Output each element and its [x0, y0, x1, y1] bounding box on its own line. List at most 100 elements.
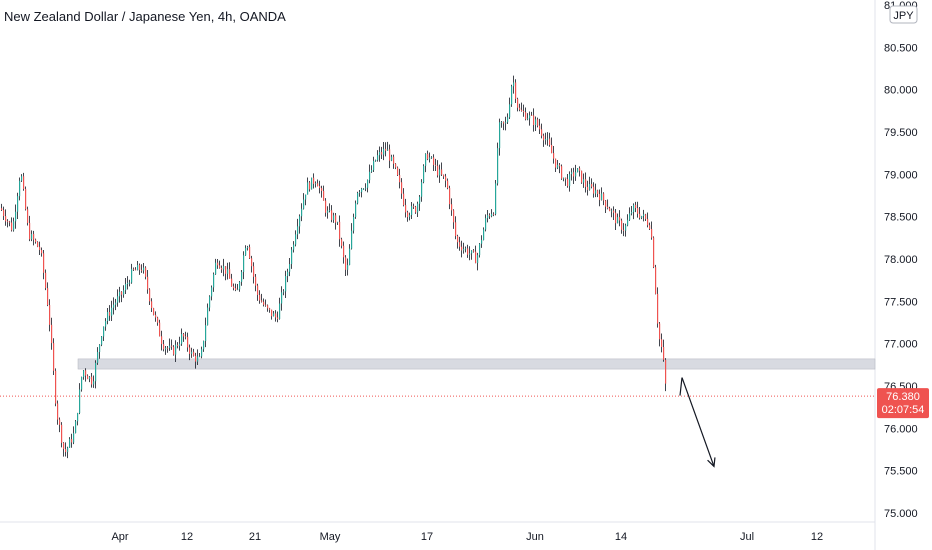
- candle-down: [319, 186, 321, 189]
- candle-down: [1, 208, 3, 211]
- candle-up: [545, 138, 547, 141]
- candle-up: [83, 370, 85, 378]
- candle-up: [119, 291, 121, 297]
- candle-down: [45, 272, 47, 289]
- projection-arrow[interactable]: [679, 377, 716, 468]
- price-axis-panel[interactable]: [875, 0, 932, 550]
- time-tick-label: May: [320, 531, 341, 543]
- candle-up: [215, 262, 217, 275]
- candle-down: [147, 276, 149, 290]
- candle-up: [303, 199, 305, 209]
- currency-badge[interactable]: [889, 5, 918, 24]
- candle-down: [135, 269, 137, 271]
- candle-down: [65, 449, 67, 453]
- support-zone[interactable]: [77, 358, 876, 370]
- candle-up: [333, 215, 335, 220]
- price-tick-label: 80.500: [884, 42, 918, 54]
- candle-down: [229, 269, 231, 279]
- candle-down: [659, 323, 661, 340]
- candle-up: [13, 221, 15, 231]
- candle-up: [209, 296, 211, 308]
- candle-down: [385, 148, 387, 151]
- candle-up: [123, 290, 125, 295]
- price-tick-label: 76.000: [884, 423, 918, 435]
- candle-up: [417, 203, 419, 213]
- candle-up: [311, 177, 313, 190]
- candle-down: [139, 264, 141, 270]
- candle-up: [113, 304, 115, 308]
- candle-up: [499, 122, 501, 149]
- time-tick-label: 14: [615, 531, 627, 543]
- candle-down: [663, 346, 665, 360]
- candle-down: [323, 190, 325, 201]
- candle-down: [271, 309, 273, 317]
- candle-down: [597, 190, 599, 194]
- candle-down: [553, 153, 555, 159]
- candle-down: [399, 175, 401, 183]
- candle-down: [573, 172, 575, 177]
- candle-down: [235, 288, 237, 290]
- candle-down: [171, 345, 173, 347]
- candle-down: [587, 186, 589, 190]
- candle-up: [351, 230, 353, 249]
- candle-up: [107, 312, 109, 321]
- candle-down: [87, 375, 89, 380]
- candle-down: [549, 138, 551, 145]
- candle-up: [181, 333, 183, 344]
- candle-up: [577, 168, 579, 173]
- candle-up: [127, 282, 129, 284]
- candle-down: [29, 222, 31, 240]
- candle-up: [81, 377, 83, 390]
- candle-up: [19, 180, 21, 197]
- projection-arrow-line[interactable]: [681, 377, 715, 467]
- candle-down: [163, 344, 165, 350]
- candle-up: [353, 216, 355, 231]
- candle-up: [67, 447, 69, 453]
- candle-down: [397, 167, 399, 176]
- candle-down: [655, 267, 657, 294]
- candle-down: [277, 317, 279, 319]
- candle-up: [17, 196, 19, 212]
- candle-up: [409, 215, 411, 218]
- candle-down: [467, 248, 469, 255]
- candle-up: [583, 179, 585, 183]
- candle-up: [507, 117, 509, 123]
- candle-down: [109, 312, 111, 316]
- candle-up: [469, 253, 471, 255]
- candle-down: [445, 176, 447, 181]
- candle-up: [89, 376, 91, 380]
- candle-down: [331, 210, 333, 220]
- candle-down: [141, 269, 143, 271]
- candle-up: [117, 296, 119, 303]
- candle-up: [281, 292, 283, 304]
- candle-up: [75, 421, 77, 434]
- candle-down: [61, 424, 63, 443]
- chart-title: New Zealand Dollar / Japanese Yen, 4h, O…: [4, 9, 286, 24]
- candle-down: [555, 158, 557, 168]
- candle-down: [91, 376, 93, 385]
- candle-down: [53, 343, 55, 371]
- candle-down: [441, 169, 443, 175]
- candle-down: [449, 188, 451, 205]
- candle-down: [559, 164, 561, 167]
- candle-down: [71, 439, 73, 443]
- candle-down: [451, 204, 453, 211]
- candle-up: [243, 255, 245, 272]
- candle-up: [299, 216, 301, 227]
- candle-down: [325, 200, 327, 213]
- candle-down: [269, 308, 271, 310]
- candle-down: [637, 208, 639, 214]
- candle-down: [195, 355, 197, 362]
- candle-up: [527, 118, 529, 120]
- candle-up: [211, 287, 213, 297]
- candle-down: [259, 294, 261, 301]
- candle-up: [431, 157, 433, 159]
- candle-up: [491, 213, 493, 217]
- candle-down: [121, 291, 123, 295]
- candle-down: [567, 179, 569, 187]
- candle-down: [251, 258, 253, 267]
- candle-up: [77, 413, 79, 422]
- projection-arrow-head: [707, 457, 716, 468]
- candle-up: [421, 182, 423, 197]
